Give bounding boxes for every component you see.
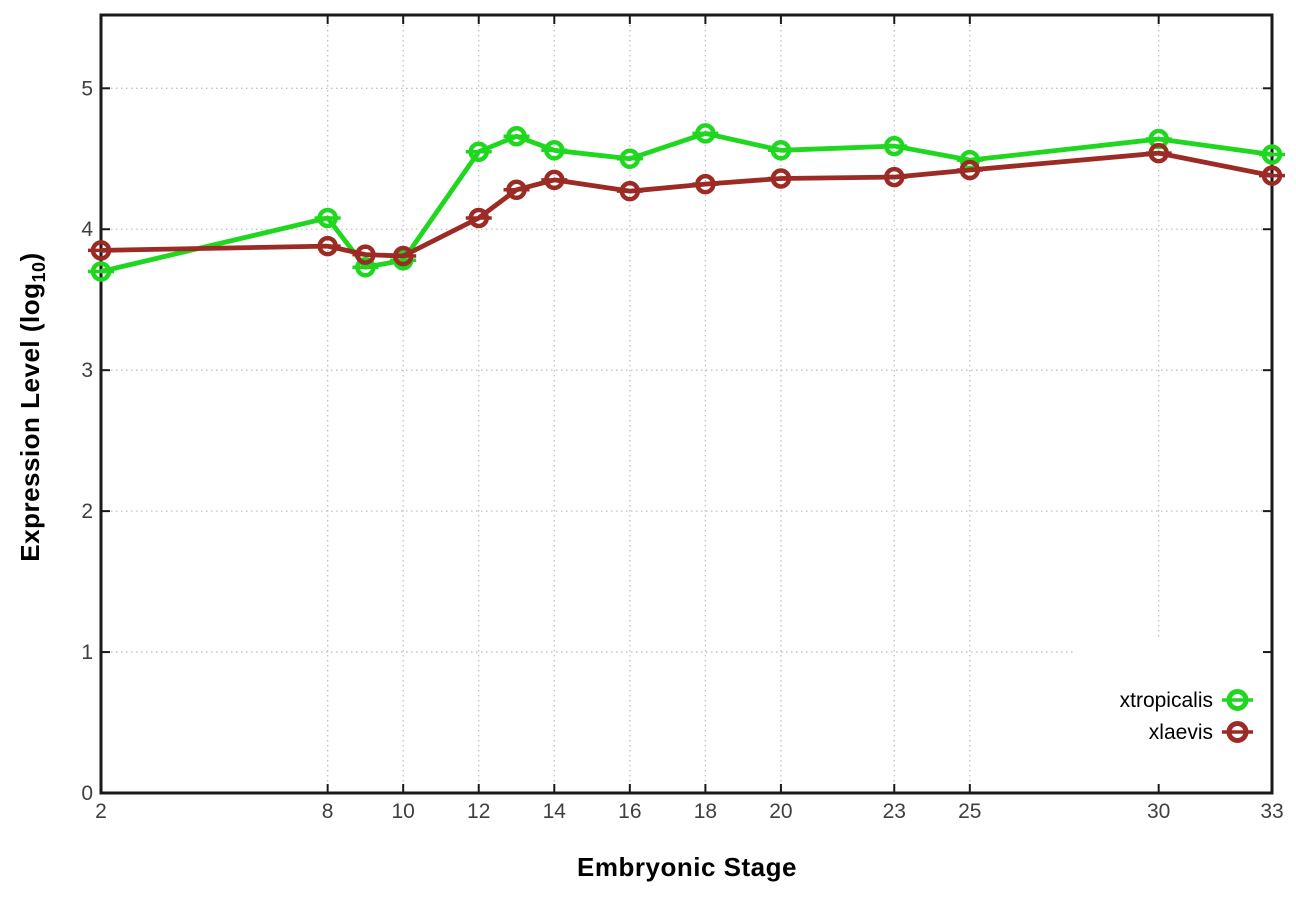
- plot-border: [99, 13, 1274, 795]
- marker-xtropicalis-23: [884, 135, 905, 157]
- x-tick-label-8: 8: [322, 800, 334, 823]
- marker-xlaevis-18: [695, 173, 716, 195]
- y-axis-title: Expression Level (log10): [15, 7, 49, 807]
- x-axis-title: Embryonic Stage: [577, 852, 797, 882]
- marker-xtropicalis-20: [770, 140, 792, 161]
- marker-xtropicalis-8: [317, 207, 338, 229]
- x-tick-label-33: 33: [1260, 800, 1283, 823]
- series-line-xlaevis: [100, 150, 1273, 259]
- x-tick-label-20: 20: [769, 800, 792, 823]
- marker-xlaevis-33: [1261, 165, 1283, 186]
- x-tick-label-16: 16: [618, 800, 641, 823]
- y-tick-label-1: 1: [81, 641, 93, 664]
- marker-xtropicalis-14: [544, 140, 565, 161]
- series-line-xtropicalis: [100, 130, 1273, 274]
- legend-label-xlaevis: xlaevis: [1149, 721, 1213, 744]
- marker-xlaevis-23: [884, 166, 905, 188]
- x-tick-label-25: 25: [958, 800, 981, 823]
- marker-xtropicalis-18: [695, 123, 716, 144]
- marker-xlaevis-8: [317, 235, 338, 257]
- x-tick-label-10: 10: [392, 800, 415, 823]
- y-tick-label-0: 0: [81, 782, 93, 805]
- y-axis-title-text: Expression Level (log: [15, 282, 45, 562]
- marker-xlaevis-2: [90, 240, 112, 261]
- marker-xtropicalis-9: [355, 257, 376, 278]
- x-tick-label-30: 30: [1147, 800, 1170, 823]
- legend-marker-icon-xtropicalis: [1226, 689, 1249, 711]
- marker-xlaevis-20: [770, 168, 792, 189]
- y-tick-label-2: 2: [81, 500, 93, 523]
- y-tick-label-5: 5: [81, 77, 93, 100]
- legend-label-xtropicalis: xtropicalis: [1120, 689, 1213, 712]
- marker-xlaevis-25: [959, 159, 981, 181]
- x-tick-label-12: 12: [467, 800, 490, 823]
- marker-xlaevis-12: [468, 207, 489, 229]
- marker-xlaevis-30: [1148, 142, 1169, 164]
- x-tick-label-14: 14: [543, 800, 567, 823]
- marker-xlaevis-16: [619, 180, 641, 202]
- marker-xtropicalis-16: [619, 148, 641, 170]
- legend-background: [1076, 640, 1271, 792]
- marker-xtropicalis-12: [468, 141, 489, 162]
- y-axis-title-subscript: 10: [29, 261, 50, 283]
- marker-xlaevis-13: [506, 179, 527, 201]
- marker-xtropicalis-13: [506, 125, 527, 147]
- x-tick-label-23: 23: [883, 800, 906, 823]
- marker-xlaevis-10: [392, 245, 414, 267]
- legend-marker-icon-xlaevis: [1226, 721, 1249, 743]
- marker-xtropicalis-2: [90, 261, 112, 282]
- marker-xlaevis-9: [355, 244, 376, 265]
- marker-xlaevis-14: [544, 169, 565, 191]
- y-tick-label-4: 4: [81, 218, 93, 241]
- y-tick-label-3: 3: [81, 359, 93, 382]
- y-axis-title-close: ): [15, 252, 45, 262]
- x-tick-label-18: 18: [694, 800, 717, 823]
- marker-xtropicalis-33: [1261, 144, 1283, 165]
- x-tick-label-2: 2: [95, 800, 107, 823]
